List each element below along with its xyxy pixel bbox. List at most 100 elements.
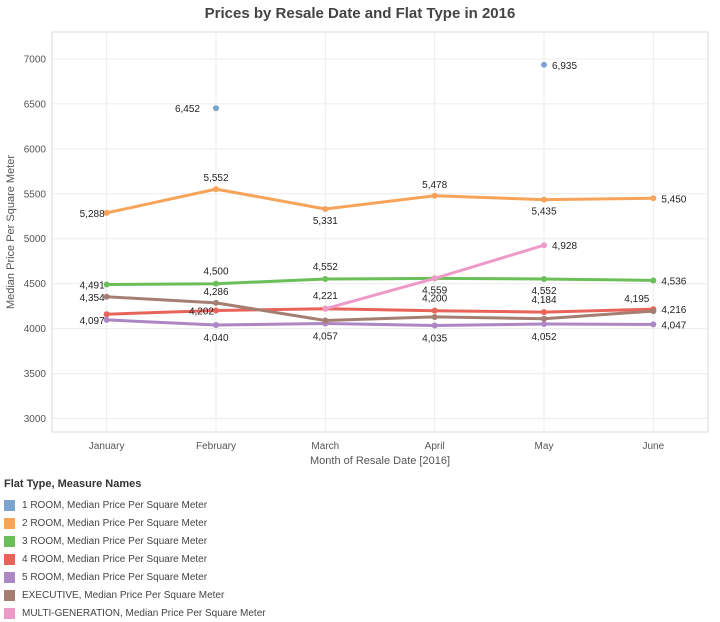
data-point [650,308,657,315]
data-point [322,305,329,312]
series-lines [106,187,654,327]
x-axis-title: Month of Resale Date [2016] [310,455,450,467]
legend-label: 4 ROOM, Median Price Per Square Meter [22,553,208,565]
data-point [431,275,438,282]
data-label: 4,221 [313,291,338,302]
data-point [213,105,219,112]
y-axis-title: Median Price Per Square Meter [5,155,17,309]
legend: Flat Type, Measure Names 1 ROOM, Median … [4,478,266,622]
data-point [103,293,110,300]
legend-swatch [4,499,15,511]
series-line [106,318,654,327]
legend-swatch [4,535,15,547]
x-tick-label: June [642,441,664,452]
x-tick-label: February [196,441,236,452]
data-point [541,242,547,249]
legend-item[interactable]: 1 ROOM, Median Price Per Square Meter [4,496,266,514]
y-tick-label: 4000 [24,324,47,335]
legend-swatch [4,553,15,565]
data-label: 4,354 [80,293,105,304]
data-label: 4,552 [531,286,556,297]
y-tick-label: 4500 [24,279,47,290]
data-label: 4,500 [203,267,228,278]
data-point [103,311,110,318]
data-label: 4,559 [422,285,447,296]
data-point [650,195,657,202]
data-point [213,186,219,193]
data-point [541,315,547,322]
data-label: 6,935 [552,61,577,72]
data-point [213,322,219,329]
y-tick-label: 6500 [24,99,47,110]
data-label: 4,184 [531,295,556,306]
legend-swatch [4,607,15,619]
plot-area [51,31,709,433]
y-tick-label: 6000 [24,144,47,155]
legend-item[interactable]: 4 ROOM, Median Price Per Square Meter [4,550,266,568]
legend-item[interactable]: 5 ROOM, Median Price Per Square Meter [4,568,266,586]
data-label: 4,195 [624,294,649,305]
legend-label: 2 ROOM, Median Price Per Square Meter [22,517,208,529]
data-point [541,276,547,283]
data-point [541,320,547,327]
x-tick-label: March [311,441,339,452]
series-line [106,295,654,322]
data-point [322,317,329,324]
data-label: 4,035 [422,333,447,344]
data-label: 5,435 [531,207,556,218]
data-point [431,307,438,314]
x-tick-label: January [89,441,125,452]
data-label: 4,040 [203,333,228,344]
x-tick-label: May [535,441,554,452]
legend-swatch [4,517,15,529]
data-label: 5,331 [313,216,338,227]
data-label: 4,202 [189,306,214,317]
legend-label: MULTI-GENERATION, Median Price Per Squar… [22,607,266,619]
legend-item[interactable]: MULTI-GENERATION, Median Price Per Squar… [4,604,266,622]
legend-label: 3 ROOM, Median Price Per Square Meter [22,535,208,547]
grid-lines [52,32,708,432]
data-label: 4,047 [661,320,686,331]
legend-item[interactable]: 3 ROOM, Median Price Per Square Meter [4,532,266,550]
data-point [213,299,219,306]
legend-item[interactable]: 2 ROOM, Median Price Per Square Meter [4,514,266,532]
data-label: 5,552 [203,173,228,184]
legend-swatch [4,571,15,583]
y-tick-label: 3500 [24,369,47,380]
data-label: 4,200 [422,294,447,305]
y-tick-label: 3000 [24,414,47,425]
x-tick-label: April [425,441,445,452]
legend-label: 5 ROOM, Median Price Per Square Meter [22,571,208,583]
legend-item[interactable]: EXECUTIVE, Median Price Per Square Meter [4,586,266,604]
data-point [541,61,547,68]
data-label: 4,552 [313,262,338,273]
data-label: 5,288 [80,209,105,220]
series-line [106,307,654,316]
data-point [103,281,110,288]
legend-items: 1 ROOM, Median Price Per Square Meter 2 R… [4,496,266,622]
data-point [431,313,438,320]
data-label: 4,052 [531,332,556,343]
data-label: 4,057 [313,332,338,343]
data-point [103,209,110,216]
data-label: 4,928 [552,241,577,252]
data-point [650,277,657,284]
y-tick-label: 7000 [24,54,47,65]
legend-label: 1 ROOM, Median Price Per Square Meter [22,499,208,511]
data-point [431,322,438,329]
data-point [322,276,329,283]
data-point [541,196,547,203]
line-chart: Prices by Resale Date and Flat Type in 2… [5,5,709,467]
data-label: 4,491 [80,280,105,291]
legend-swatch [4,589,15,601]
data-point [103,316,110,323]
chart-title: Prices by Resale Date and Flat Type in 2… [205,5,516,22]
legend-title: Flat Type, Measure Names [4,478,142,490]
data-label: 4,097 [80,316,105,327]
x-axis: January February March April May June [89,441,665,452]
y-axis: 3000 3500 4000 4500 5000 5500 6000 6500 7000 [24,54,47,425]
y-tick-label: 5500 [24,189,47,200]
data-label: 5,478 [422,180,447,191]
data-label: 4,536 [661,276,686,287]
series-points [103,61,657,329]
